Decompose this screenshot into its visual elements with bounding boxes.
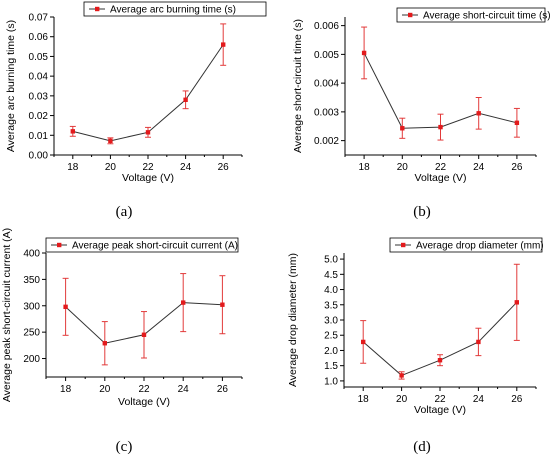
x-tick-label: 18 — [67, 162, 79, 173]
y-tick-label: 250 — [23, 328, 40, 339]
y-tick-label: 0.02 — [29, 111, 49, 122]
y-tick-label: 2.0 — [324, 346, 338, 357]
y-tick-label: 0.00 — [29, 151, 49, 162]
x-tick-label: 26 — [511, 394, 523, 405]
x-tick-label: 22 — [138, 384, 150, 395]
data-point — [361, 50, 367, 56]
x-axis-label: Voltage (V) — [122, 172, 174, 184]
y-tick-label: 0.01 — [29, 131, 49, 142]
data-point — [437, 358, 443, 363]
legend-label: Average arc burning time (s) — [110, 5, 236, 16]
y-tick-label: 400 — [23, 249, 40, 260]
y-tick-label: 0.05 — [29, 52, 49, 63]
data-point — [399, 373, 404, 378]
data-point — [108, 138, 113, 144]
y-tick-label: 350 — [23, 275, 40, 286]
x-tick-label: 26 — [511, 162, 523, 173]
x-tick-label: 22 — [434, 394, 446, 405]
x-tick-label: 22 — [142, 162, 154, 173]
y-axis-label: Average peak short-circuit current (A) — [1, 228, 13, 402]
x-axis-label: Voltage (V) — [414, 404, 466, 416]
chart-panel-3: 18 20 22 24 26 1.0 1.5 2.0 2.5 3.0 3.5 4.0 4.5 5.0 Vol… — [287, 237, 544, 455]
data-point — [102, 341, 107, 346]
data-point — [438, 124, 443, 130]
x-tick-label: 22 — [435, 162, 447, 173]
y-tick-label: 2.5 — [324, 331, 338, 342]
y-tick-label: 0.03 — [29, 91, 49, 102]
panel-label: (c) — [116, 439, 133, 455]
x-tick-label: 20 — [396, 394, 408, 405]
legend-box — [45, 237, 239, 253]
y-tick-label: 3.0 — [324, 316, 338, 327]
data-point — [70, 129, 75, 134]
y-tick-label: 4.0 — [324, 285, 338, 296]
legend-box — [389, 237, 543, 253]
y-tick-label: 0.004 — [314, 79, 339, 90]
x-axis-label: Voltage (V) — [118, 396, 170, 408]
x-tick-label: 24 — [473, 162, 485, 173]
data-point — [145, 130, 151, 135]
data-point — [514, 120, 520, 125]
y-axis-label: Average drop diameter (mm) — [287, 253, 299, 387]
y-tick-label: 5.0 — [324, 255, 338, 266]
data-point — [400, 126, 405, 131]
data-point — [476, 339, 481, 345]
y-tick-label: 0.006 — [314, 21, 339, 32]
data-point — [181, 300, 186, 305]
data-point — [183, 97, 188, 102]
legend-marker — [57, 242, 62, 248]
x-tick-label: 20 — [99, 384, 111, 395]
legend-marker — [401, 242, 406, 248]
series-line — [72, 44, 224, 142]
y-tick-label: 0.07 — [29, 13, 49, 24]
legend-box — [83, 1, 267, 17]
legend-box — [396, 7, 546, 23]
panel-label: (a) — [116, 204, 133, 220]
chart-panel-1: 18 20 22 24 26 0.002 0.003 0.004 0.005 0.006 Volta… — [292, 7, 550, 220]
x-tick-label: 18 — [358, 394, 370, 405]
x-tick-label: 18 — [359, 162, 371, 173]
panel-label: (d) — [413, 439, 431, 455]
y-tick-label: 0.003 — [314, 107, 339, 118]
y-tick-label: 4.5 — [324, 270, 338, 281]
y-tick-label: 200 — [23, 354, 40, 365]
y-tick-label: 1.5 — [324, 361, 338, 372]
y-axis-label: Average short-circuit time (s) — [292, 19, 304, 153]
y-tick-label: 0.04 — [29, 72, 49, 83]
y-tick-label: 1.0 — [324, 376, 338, 387]
chart-panel-2: 18 20 22 24 26 200 250 300 350 400 Voltage (V) Aver… — [1, 228, 243, 455]
data-point — [220, 302, 225, 307]
y-tick-label: 0.06 — [29, 32, 49, 43]
legend-label: Average drop diameter (mm) — [416, 241, 544, 252]
x-tick-label: 24 — [178, 384, 190, 395]
data-point — [63, 304, 68, 310]
x-tick-label: 18 — [60, 384, 72, 395]
legend-label: Average peak short-circuit current (A) — [72, 241, 238, 252]
x-tick-label: 26 — [217, 384, 229, 395]
x-tick-label: 24 — [473, 394, 485, 405]
data-point — [221, 42, 226, 47]
data-point — [361, 339, 366, 345]
legend-marker — [95, 6, 100, 12]
y-tick-label: 0.005 — [314, 50, 339, 61]
y-tick-label: 300 — [23, 301, 40, 312]
data-point — [141, 332, 147, 337]
chart-panel-0: 18 20 22 24 26 0.00 0.01 0.02 0.03 0.04 0.05 0.06 0.… — [5, 1, 267, 220]
x-tick-label: 26 — [218, 162, 230, 173]
y-tick-label: 0.002 — [314, 136, 339, 147]
y-tick-label: 3.5 — [324, 300, 338, 311]
x-tick-label: 24 — [180, 162, 192, 173]
x-tick-label: 20 — [397, 162, 409, 173]
x-axis-label: Voltage (V) — [415, 172, 467, 184]
x-tick-label: 20 — [105, 162, 117, 173]
legend-marker — [408, 12, 413, 18]
data-point — [476, 111, 481, 116]
panel-label: (b) — [413, 204, 431, 220]
legend-label: Average short-circuit time (s) — [423, 11, 550, 22]
data-point — [514, 300, 519, 305]
y-axis-label: Average arc burning time (s) — [5, 20, 17, 152]
